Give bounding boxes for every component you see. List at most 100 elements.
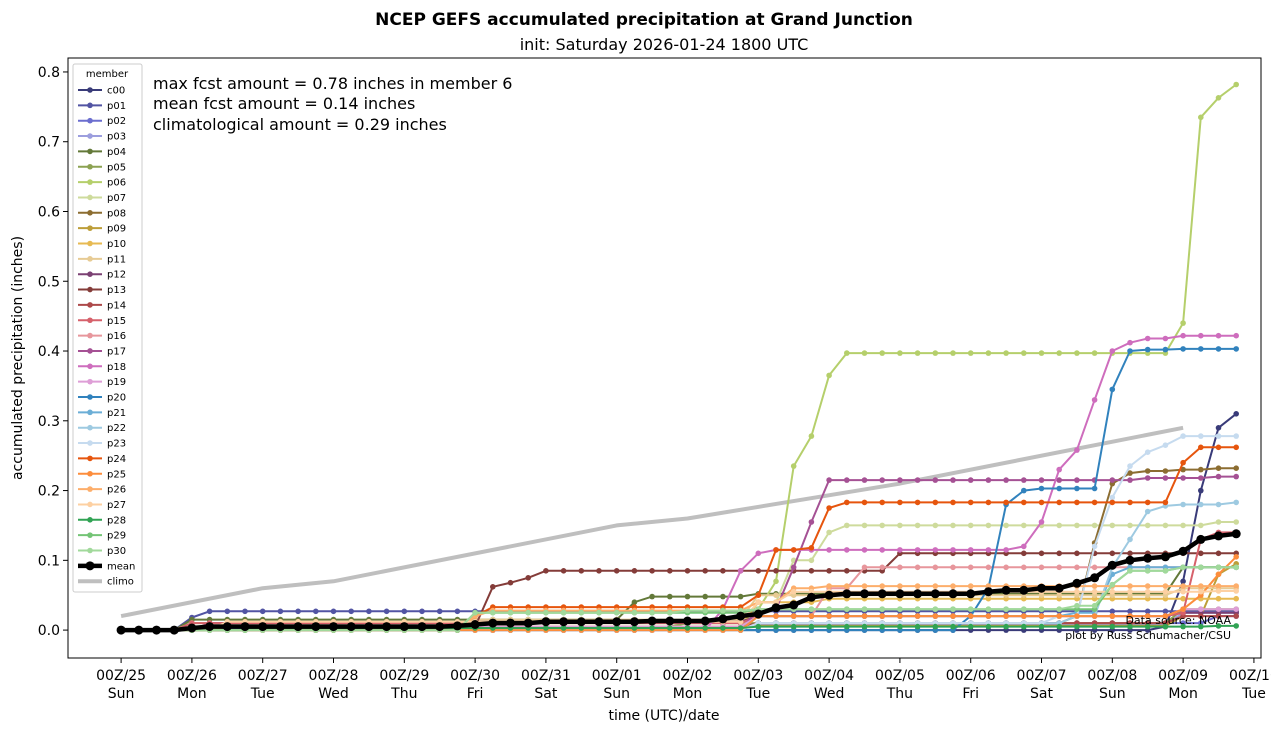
data-point-p18 (1003, 547, 1009, 553)
data-point-p23 (1091, 543, 1098, 550)
data-point-p30 (631, 609, 638, 616)
data-point-p06 (844, 350, 850, 356)
legend-label-p06: p06 (107, 178, 126, 189)
data-point-p17 (1180, 475, 1186, 481)
x-tick-date: 00Z/26 (167, 668, 217, 684)
data-point-p16 (1038, 564, 1045, 571)
legend-marker-p09 (87, 225, 93, 231)
data-point-mean (205, 622, 215, 632)
x-tick-weekday: Sun (108, 686, 135, 702)
data-point-p06 (1038, 350, 1045, 356)
data-point-p13 (684, 568, 691, 574)
data-point-p30 (649, 609, 655, 616)
legend-marker-p24 (87, 455, 93, 462)
data-point-p13 (773, 568, 779, 574)
data-point-mean (452, 621, 462, 631)
data-point-p24 (1233, 444, 1239, 451)
data-point-p17 (826, 477, 832, 483)
data-point-p25 (861, 613, 868, 619)
legend-marker-p06 (87, 179, 93, 185)
data-point-p23 (1198, 433, 1204, 439)
data-point-p20 (1021, 487, 1027, 494)
data-point-p17 (967, 477, 974, 483)
legend-label-p14: p14 (107, 300, 126, 311)
data-point-p27 (1162, 588, 1169, 595)
data-point-p25 (967, 613, 974, 619)
data-point-p13 (667, 568, 673, 574)
x-tick-date: 00Z/30 (450, 668, 500, 684)
legend-label-p29: p29 (107, 531, 126, 542)
data-point-p16 (1074, 564, 1080, 571)
data-point-p18 (914, 547, 921, 553)
data-point-p18 (826, 547, 832, 553)
data-point-p16 (879, 564, 885, 571)
data-point-p01 (330, 608, 337, 615)
data-point-p01 (1144, 608, 1151, 615)
data-point-p26 (932, 583, 939, 589)
data-point-mean (559, 617, 569, 627)
data-point-p26 (914, 583, 921, 589)
data-point-p20 (1162, 346, 1169, 353)
data-point-mean (222, 622, 232, 632)
x-tick-weekday: Fri (467, 686, 484, 702)
data-point-p28 (737, 625, 744, 631)
legend-marker-p27 (87, 501, 93, 508)
data-point-p26 (950, 583, 956, 589)
data-point-p17 (808, 519, 815, 525)
data-point-mean (488, 618, 498, 628)
data-point-p18 (844, 547, 850, 553)
legend-label-p07: p07 (107, 193, 126, 204)
data-point-p30 (613, 609, 620, 616)
data-point-p28 (790, 623, 797, 630)
y-axis-ticks: 0.0 0.1 0.2 0.3 0.4 0.5 0.6 0.7 0.8 (38, 65, 68, 639)
y-tick-label: 0.5 (38, 274, 60, 290)
data-point-p06 (808, 433, 815, 439)
data-point-mean (1072, 578, 1082, 588)
data-point-p07 (1021, 522, 1027, 529)
legend-label-c00: c00 (107, 86, 125, 97)
data-point-p07 (1003, 522, 1009, 529)
data-point-p28 (1003, 623, 1009, 630)
data-point-mean (771, 603, 781, 613)
legend-label-p24: p24 (107, 454, 126, 465)
data-point-p13 (1021, 550, 1027, 557)
legend-marker-p10 (87, 240, 93, 247)
data-point-p30 (1162, 568, 1169, 574)
data-point-p30 (1109, 581, 1116, 588)
data-point-p07 (932, 522, 939, 529)
data-point-p22 (1144, 508, 1151, 515)
chart-subtitle: init: Saturday 2026-01-24 1800 UTC (520, 35, 809, 54)
data-point-p28 (1144, 623, 1151, 630)
data-point-p13 (720, 568, 726, 574)
data-point-p01 (1127, 608, 1133, 615)
data-point-p16 (861, 564, 868, 571)
series-line-p04 (121, 566, 1237, 632)
data-point-p28 (1180, 623, 1186, 630)
data-point-p26 (844, 583, 850, 589)
data-point-p25 (879, 613, 885, 619)
legend-label-p03: p03 (107, 132, 126, 143)
data-point-p23 (1233, 433, 1239, 439)
data-point-mean (930, 589, 940, 599)
data-point-p28 (773, 623, 779, 630)
data-point-mean (1001, 585, 1011, 595)
data-point-p25 (826, 613, 832, 619)
legend-label-p18: p18 (107, 362, 126, 373)
x-tick-weekday: Tue (1241, 686, 1266, 702)
data-point-mean (258, 622, 268, 632)
legend-marker-p21 (87, 409, 93, 416)
data-point-p07 (1198, 522, 1204, 529)
data-point-p18 (1091, 397, 1098, 403)
x-tick-date: 00Z/05 (875, 668, 925, 684)
x-tick-weekday: Sun (1099, 686, 1126, 702)
x-tick-weekday: Fri (962, 686, 979, 702)
data-point-p13 (596, 568, 602, 574)
data-point-p20 (1074, 485, 1080, 492)
data-point-p26 (1091, 583, 1098, 589)
data-point-p18 (1162, 335, 1169, 342)
data-point-p06 (1056, 350, 1062, 356)
data-point-p30 (720, 607, 726, 614)
data-point-p13 (525, 575, 531, 581)
data-point-p04 (684, 593, 691, 600)
data-point-p01 (1109, 608, 1116, 615)
